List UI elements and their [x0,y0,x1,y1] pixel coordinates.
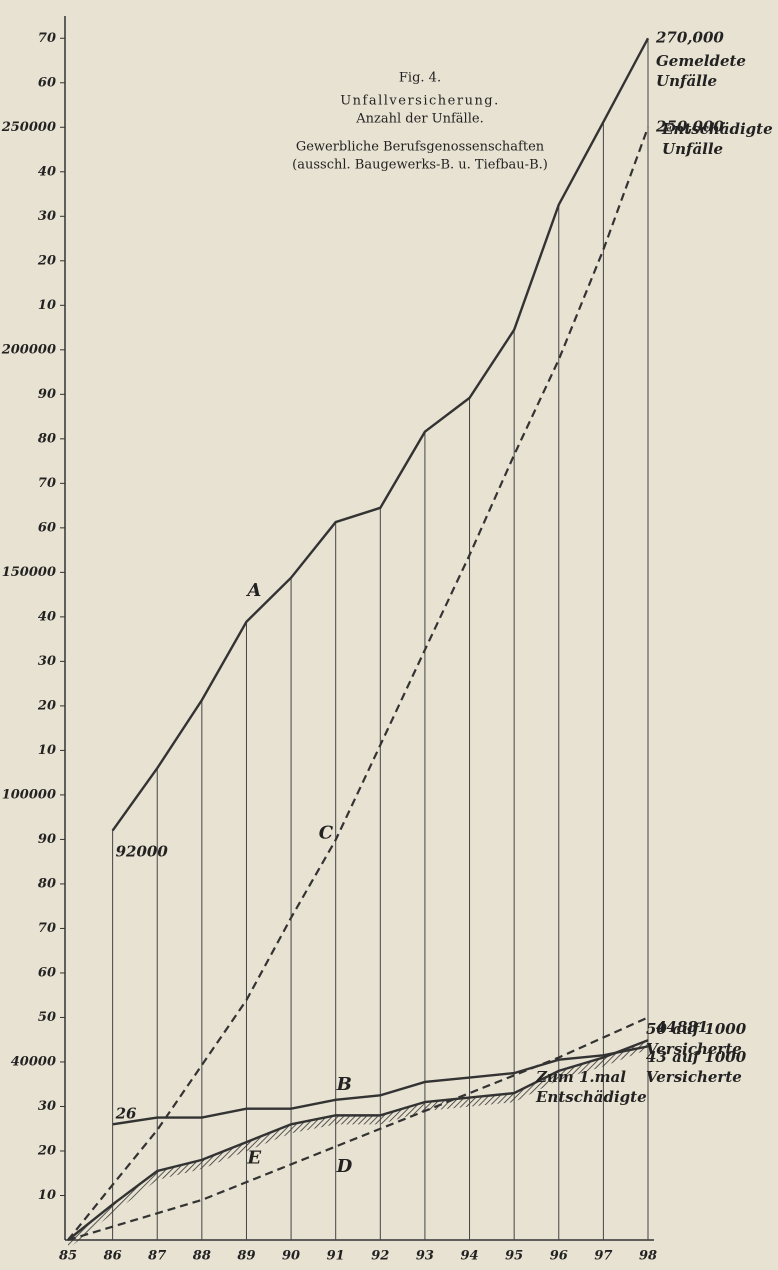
series-name: E [246,1148,261,1169]
y-tick-label: 80 [38,876,56,891]
y-tick-label: 70 [38,31,56,46]
series-line [67,1039,649,1241]
y-tick-label: 60 [38,520,56,535]
y-tick-label: 10 [38,298,56,313]
y-tick-label: 70 [38,476,56,491]
y-tick-label: 90 [38,832,56,847]
x-tick-label: 89 [237,1249,255,1264]
annotation: Gemeldete Unfälle [656,52,746,90]
subtitle-line: Gewerbliche Berufsgenossenschaften [296,140,545,155]
value-label: 270,000 [655,28,724,46]
value-label: 250,000 [655,117,724,135]
y-tick-label: 30 [38,654,56,669]
chart-title-line: Anzahl der Unfälle. [355,112,483,127]
x-tick-label: 91 [327,1249,345,1264]
series-line [67,126,650,1241]
y-tick-label: 20 [37,253,56,268]
x-tick-label: 92 [371,1249,389,1264]
y-tick-label: 30 [38,209,56,224]
y-tick-label: 40 [38,609,56,624]
y-tick-label: 90 [38,387,56,402]
x-tick-label: 90 [282,1249,300,1264]
annotation: 50 auf 1000 Versicherte [646,1020,747,1058]
annotation: 43 auf 1000 Versicherte [646,1048,747,1086]
y-tick-label: 250000 [1,120,56,135]
x-tick-label: 88 [193,1249,211,1264]
series-name: C [319,822,334,843]
value-label: 92000 [116,843,169,861]
value-label: 26 [115,1104,137,1122]
y-tick-label: 10 [38,1188,56,1203]
x-tick-label: 96 [550,1249,568,1264]
x-tick-label: 98 [639,1249,657,1264]
y-tick-label: 100000 [2,787,56,802]
series-name: A [245,580,261,601]
y-tick-label: 200000 [1,342,56,357]
series-name: D [336,1156,353,1177]
series-line [111,37,650,832]
subtitle-line: (ausschl. Baugewerks-B. u. Tiefbau-B.) [292,158,548,173]
y-tick-label: 60 [38,75,56,90]
x-tick-label: 97 [594,1249,612,1264]
series-name: B [336,1074,352,1095]
y-tick-label: 30 [38,1099,56,1114]
y-tick-label: 40000 [11,1054,56,1069]
y-tick-label: 150000 [2,565,56,580]
y-tick-label: 50 [38,1010,56,1025]
chart-title-line: Unfallversicherung. [340,94,500,109]
y-tick-label: 10 [38,743,56,758]
value-label: 44881 [656,1018,708,1036]
y-tick-label: 80 [38,431,56,446]
y-tick-label: 20 [37,698,56,713]
x-tick-label: 95 [505,1249,523,1264]
x-tick-label: 87 [148,1249,166,1264]
x-tick-label: 94 [460,1249,478,1264]
series-line [112,1045,649,1126]
x-tick-label: 85 [59,1249,77,1264]
x-tick-label: 86 [104,1249,122,1264]
annotation: Zum 1.mal Entschädigte [535,1068,647,1106]
y-tick-label: 20 [37,1143,56,1158]
y-tick-label: 40 [38,164,56,179]
chart-title: Fig. 4. [399,71,441,86]
x-tick-label: 93 [416,1249,434,1264]
annotation: Entschädigte Unfälle [661,120,773,158]
y-tick-label: 60 [38,965,56,980]
y-tick-label: 70 [38,921,56,936]
